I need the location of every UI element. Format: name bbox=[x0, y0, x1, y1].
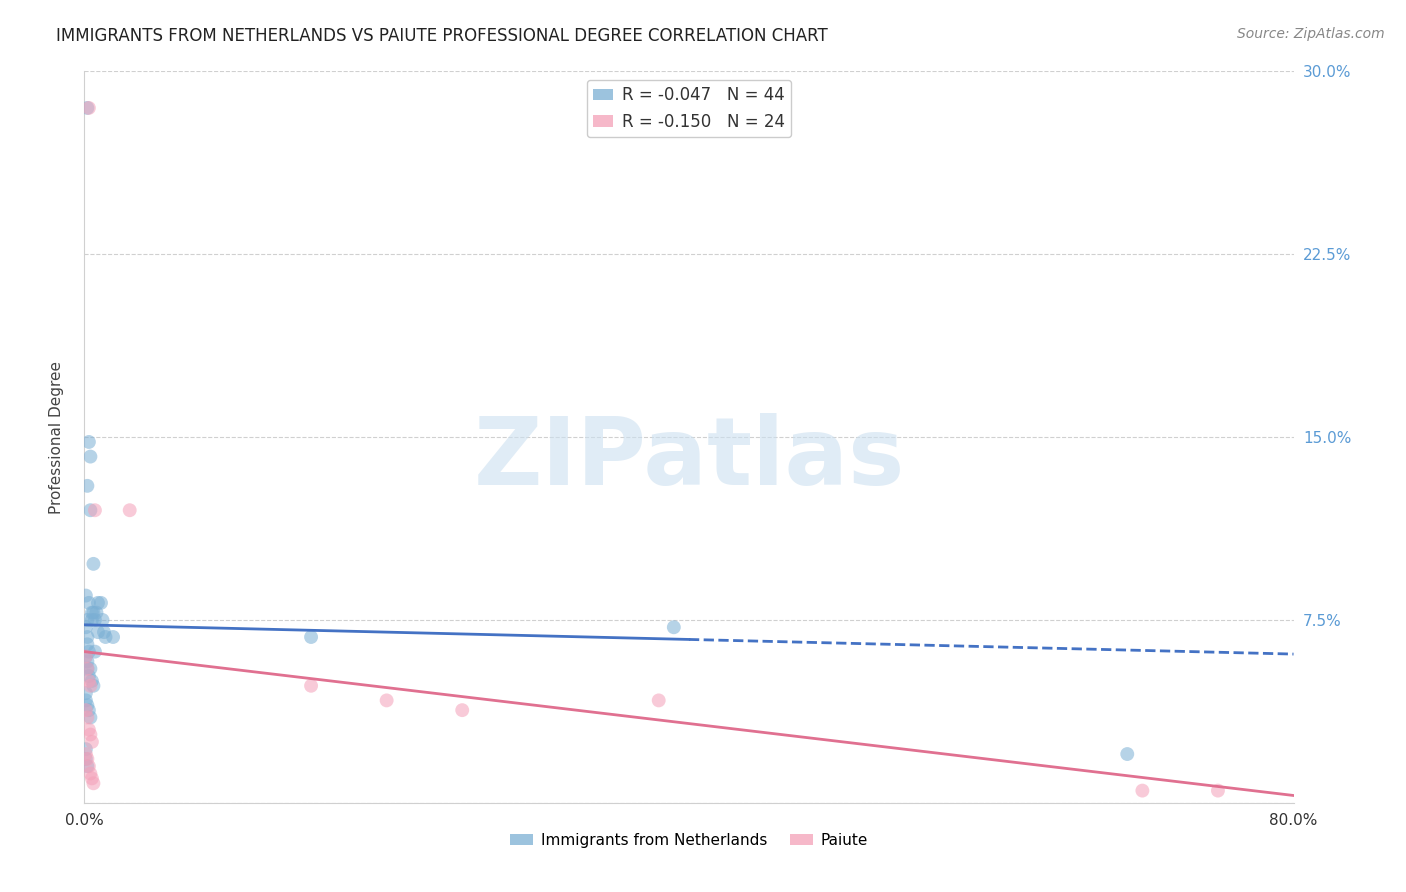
Point bbox=[299, 630, 322, 644]
Point bbox=[375, 693, 398, 707]
Point bbox=[76, 698, 98, 713]
Point bbox=[77, 669, 100, 683]
Point bbox=[84, 503, 107, 517]
Y-axis label: Professional Degree: Professional Degree bbox=[49, 360, 63, 514]
Point bbox=[79, 679, 101, 693]
Point bbox=[90, 596, 112, 610]
Point bbox=[101, 630, 124, 644]
Point bbox=[82, 606, 104, 620]
Point bbox=[662, 620, 685, 634]
Point bbox=[80, 606, 103, 620]
Point bbox=[80, 772, 103, 786]
Point bbox=[80, 735, 103, 749]
Point bbox=[84, 645, 107, 659]
Point bbox=[77, 434, 100, 449]
Point bbox=[87, 596, 110, 610]
Point bbox=[87, 625, 110, 640]
Point bbox=[76, 662, 98, 676]
Text: Source: ZipAtlas.com: Source: ZipAtlas.com bbox=[1237, 27, 1385, 41]
Point bbox=[76, 479, 98, 493]
Legend: Immigrants from Netherlands, Paiute: Immigrants from Netherlands, Paiute bbox=[503, 827, 875, 854]
Point bbox=[299, 679, 322, 693]
Point bbox=[75, 747, 97, 761]
Point bbox=[76, 759, 98, 773]
Point bbox=[1116, 747, 1139, 761]
Point bbox=[76, 662, 98, 676]
Point bbox=[77, 759, 100, 773]
Point bbox=[1130, 783, 1153, 797]
Point bbox=[76, 752, 98, 766]
Point bbox=[77, 723, 100, 737]
Point bbox=[75, 620, 97, 634]
Point bbox=[79, 727, 101, 741]
Point bbox=[451, 703, 474, 717]
Point bbox=[93, 625, 115, 640]
Point bbox=[84, 613, 107, 627]
Point bbox=[77, 596, 100, 610]
Text: ZIPatlas: ZIPatlas bbox=[474, 413, 904, 505]
Point bbox=[79, 450, 101, 464]
Point bbox=[1206, 783, 1229, 797]
Point bbox=[75, 693, 97, 707]
Point bbox=[76, 710, 98, 724]
Point bbox=[77, 645, 100, 659]
Point bbox=[79, 766, 101, 780]
Point bbox=[75, 703, 97, 717]
Point bbox=[82, 557, 104, 571]
Point bbox=[76, 654, 98, 668]
Point bbox=[76, 637, 98, 651]
Point bbox=[77, 101, 100, 115]
Point bbox=[75, 686, 97, 700]
Point bbox=[75, 649, 97, 664]
Point bbox=[118, 503, 141, 517]
Point bbox=[79, 503, 101, 517]
Point bbox=[77, 673, 100, 688]
Point bbox=[76, 630, 98, 644]
Point bbox=[77, 703, 100, 717]
Point bbox=[76, 101, 98, 115]
Point bbox=[80, 613, 103, 627]
Point bbox=[75, 742, 97, 756]
Text: IMMIGRANTS FROM NETHERLANDS VS PAIUTE PROFESSIONAL DEGREE CORRELATION CHART: IMMIGRANTS FROM NETHERLANDS VS PAIUTE PR… bbox=[56, 27, 828, 45]
Point bbox=[75, 589, 97, 603]
Point bbox=[91, 613, 114, 627]
Point bbox=[648, 693, 671, 707]
Point bbox=[75, 752, 97, 766]
Point bbox=[76, 613, 98, 627]
Point bbox=[86, 606, 108, 620]
Point bbox=[80, 673, 103, 688]
Point bbox=[79, 662, 101, 676]
Point bbox=[75, 649, 97, 664]
Point bbox=[82, 679, 104, 693]
Point bbox=[82, 776, 104, 790]
Point bbox=[79, 710, 101, 724]
Point bbox=[94, 630, 117, 644]
